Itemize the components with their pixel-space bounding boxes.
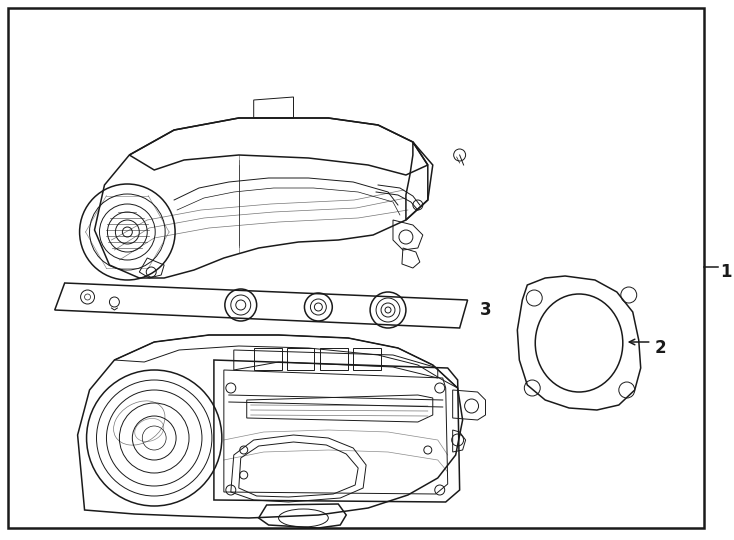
Text: 1: 1 <box>720 263 732 281</box>
Bar <box>320 348 348 370</box>
Bar <box>254 348 282 370</box>
Text: 2: 2 <box>655 339 666 357</box>
Bar <box>353 348 381 370</box>
Bar <box>286 348 314 370</box>
Text: 3: 3 <box>479 301 491 319</box>
